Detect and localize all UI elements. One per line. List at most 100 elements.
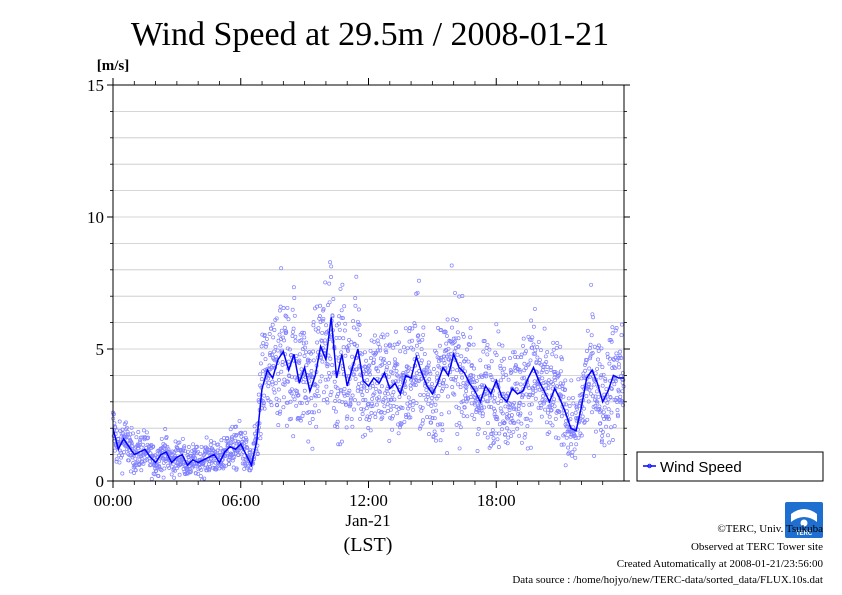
raw-point (454, 374, 459, 379)
raw-point (290, 329, 295, 334)
raw-point (589, 385, 594, 390)
raw-point (539, 362, 544, 367)
raw-point (326, 370, 331, 375)
raw-point (412, 382, 417, 387)
raw-point (316, 409, 321, 414)
raw-point (408, 415, 413, 420)
raw-point (477, 410, 482, 415)
raw-point (603, 414, 608, 419)
raw-point (191, 442, 196, 447)
raw-point (533, 388, 538, 393)
raw-point (444, 384, 449, 389)
raw-point (231, 443, 236, 448)
raw-point (215, 448, 220, 453)
raw-point (617, 355, 622, 360)
raw-point (356, 307, 361, 312)
raw-point (466, 342, 471, 347)
raw-point (549, 408, 554, 412)
raw-point (383, 343, 388, 348)
raw-point (323, 341, 328, 346)
raw-point (602, 405, 607, 410)
raw-point (269, 403, 274, 408)
raw-point (370, 384, 375, 389)
raw-point (325, 400, 330, 405)
raw-point (330, 314, 335, 319)
raw-point (281, 405, 286, 410)
raw-point (164, 434, 169, 439)
raw-point (499, 358, 504, 363)
raw-point (615, 408, 620, 413)
raw-point (452, 349, 457, 354)
raw-point (601, 410, 606, 415)
raw-point (454, 422, 459, 427)
raw-point (499, 399, 504, 404)
raw-point (138, 435, 143, 440)
raw-point (615, 400, 620, 405)
raw-point (210, 459, 215, 464)
raw-point (320, 359, 325, 364)
raw-point (293, 334, 298, 339)
raw-point (525, 363, 530, 368)
raw-point (309, 369, 314, 373)
raw-point (499, 427, 504, 432)
raw-point (303, 395, 308, 400)
raw-point (521, 343, 525, 348)
raw-point (563, 463, 568, 468)
raw-point (323, 377, 328, 382)
raw-point (239, 430, 244, 435)
raw-point (286, 379, 291, 384)
raw-point (538, 405, 543, 410)
raw-point (417, 372, 422, 377)
raw-point (122, 450, 127, 455)
raw-point (413, 383, 418, 388)
raw-point (274, 396, 279, 401)
raw-point (391, 390, 396, 395)
raw-point (387, 438, 392, 443)
raw-point (536, 405, 541, 410)
raw-point (264, 342, 269, 347)
raw-point (500, 411, 505, 416)
raw-point (309, 396, 314, 401)
raw-point (538, 348, 543, 353)
raw-point (559, 414, 564, 419)
raw-point (492, 409, 497, 413)
raw-point (383, 395, 388, 400)
raw-point (479, 406, 484, 411)
raw-point (533, 348, 538, 353)
raw-point (301, 341, 306, 346)
raw-point (505, 416, 510, 421)
raw-point (517, 433, 522, 438)
raw-point (580, 414, 585, 419)
raw-point (193, 455, 197, 460)
raw-point (266, 384, 271, 389)
raw-point (311, 358, 316, 363)
raw-point (597, 362, 602, 367)
raw-point (492, 399, 497, 404)
raw-point (276, 371, 281, 376)
raw-point (551, 340, 556, 345)
raw-point (551, 370, 556, 374)
raw-point (588, 356, 593, 361)
raw-point (441, 378, 446, 382)
raw-point (573, 410, 578, 415)
raw-point (343, 353, 348, 358)
raw-point (576, 435, 581, 440)
raw-point (476, 426, 481, 431)
raw-point (349, 417, 354, 422)
raw-point (592, 382, 597, 387)
raw-point (547, 414, 552, 419)
raw-point (278, 409, 283, 414)
raw-point (538, 357, 542, 362)
raw-point (587, 387, 592, 392)
raw-point (570, 453, 574, 458)
raw-point (415, 378, 420, 383)
raw-point (262, 393, 267, 398)
raw-point (587, 381, 591, 386)
raw-point (256, 392, 261, 397)
raw-point (599, 440, 604, 445)
raw-point (217, 450, 222, 455)
raw-point (599, 346, 604, 351)
raw-point (588, 342, 593, 347)
raw-point (456, 336, 461, 341)
raw-point (455, 330, 460, 335)
